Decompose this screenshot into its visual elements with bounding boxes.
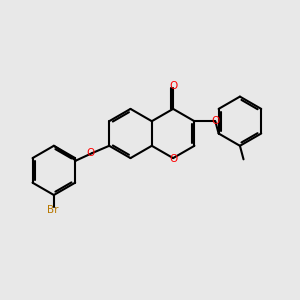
Text: O: O: [169, 154, 177, 164]
Text: O: O: [169, 81, 177, 91]
Text: O: O: [86, 148, 94, 158]
Text: Br: Br: [46, 205, 58, 215]
Text: O: O: [211, 116, 219, 126]
